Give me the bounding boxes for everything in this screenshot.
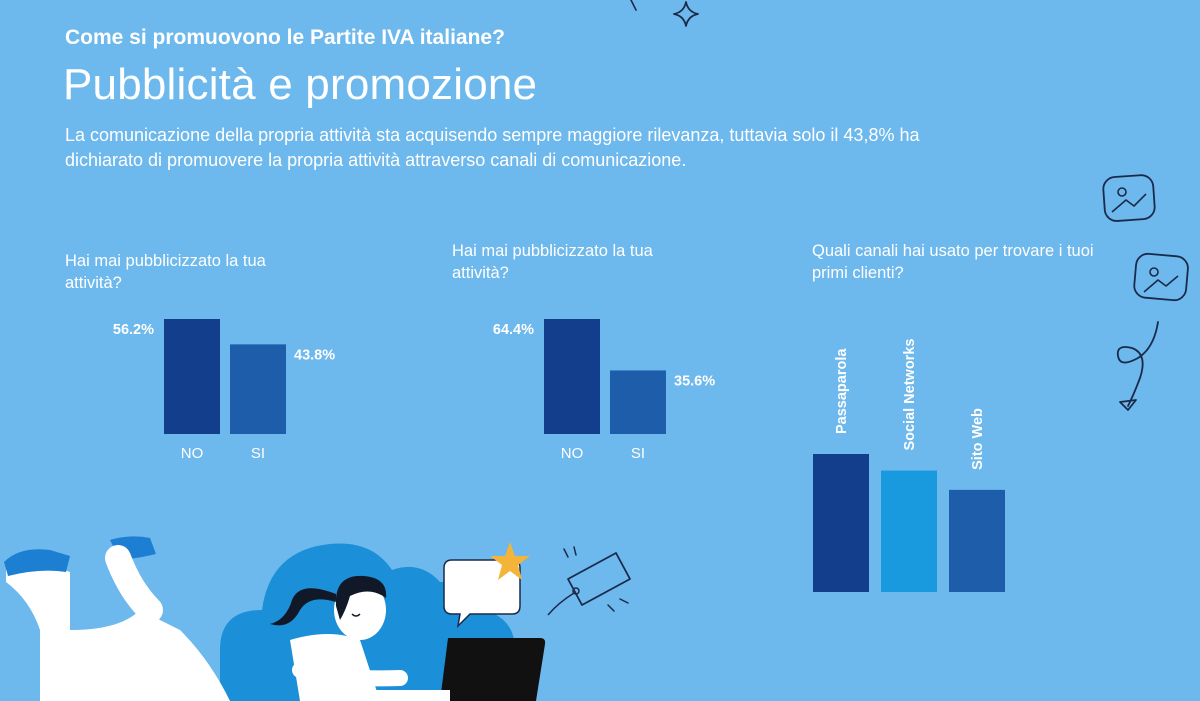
page-title: Pubblicità e promozione [63,60,538,109]
bar-social-networks [881,470,937,592]
category-label: Social Networks [902,339,918,451]
value-label: 64.4% [493,322,534,338]
category-label: NO [561,445,584,462]
dash-icon [630,0,637,11]
bar-si [230,344,286,434]
chart-1: 56.2% NO 43.8% SI [113,319,335,462]
value-label: 43.8% [294,347,335,363]
kicker-question: Come si promuovono le Partite IVA italia… [65,26,505,49]
category-label: Passaparola [834,348,850,434]
left-shoe [4,549,70,576]
chart-3-title: Quali canali hai usato per trovare i tuo… [812,242,1094,282]
value-label: 56.2% [113,322,154,338]
sparkle-icon [673,1,699,27]
category-label: NO [181,445,204,462]
laptop-icon [440,638,546,701]
hair [270,575,387,626]
legs [6,565,230,701]
value-label: 35.6% [674,373,715,389]
bar-passaparola [813,454,869,592]
intro-paragraph: La comunicazione della propria attività … [65,125,920,170]
person-with-laptop-illustration [4,536,546,701]
chart-1-title: Hai mai pubblicizzato la tua attività? [65,252,266,292]
chart-2-title: Hai mai pubblicizzato la tua attività? [452,242,653,282]
chart-2: 64.4% NO 35.6% SI [493,319,715,462]
price-tag-icon [547,546,631,616]
category-label: Sito Web [970,408,986,470]
image-icon [1102,174,1156,222]
category-label: SI [251,445,265,462]
curly-arrow-icon [1116,321,1159,411]
bar-no [544,319,600,434]
chart-3: Passaparola Social Networks Sito Web [813,339,1005,592]
bar-si [610,370,666,434]
star-icon [490,542,530,580]
category-label: SI [631,445,645,462]
bar-sito-web [949,489,1005,592]
image-icon [1133,252,1189,302]
bar-no [164,319,220,434]
